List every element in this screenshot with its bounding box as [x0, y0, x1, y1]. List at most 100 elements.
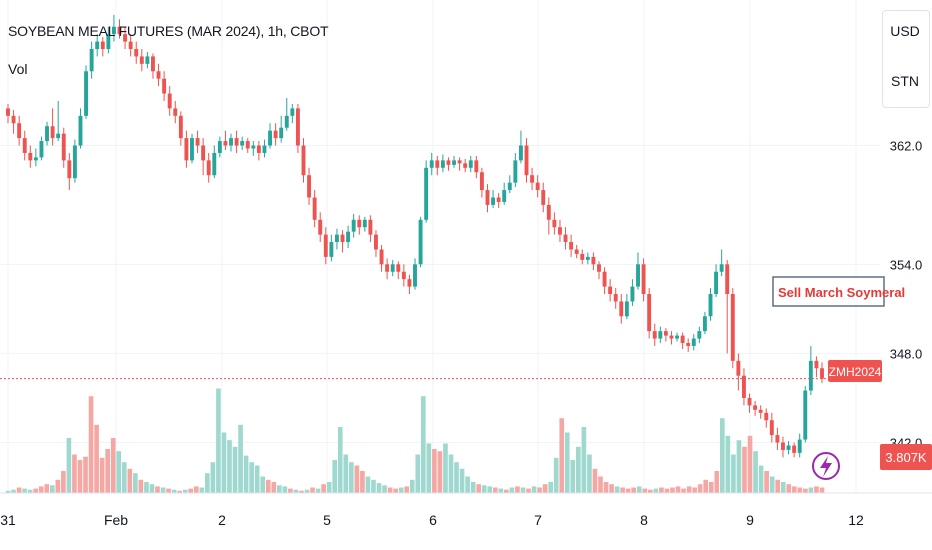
volume-bar [720, 418, 725, 493]
annotation-text: Sell March Soymeral [778, 285, 905, 300]
candle-body [580, 253, 585, 260]
volume-bar [819, 487, 825, 493]
candle-body [507, 182, 512, 191]
volume-bar [348, 462, 354, 493]
volume-bar [171, 489, 177, 493]
candle-body [669, 335, 674, 339]
volume-bar [393, 488, 398, 493]
candle-body [613, 294, 618, 302]
volume-bar [254, 465, 260, 493]
candle-body [318, 219, 323, 235]
volume-bar [570, 460, 576, 493]
annotation-box[interactable]: Sell March Soymeral [772, 276, 905, 307]
candle-body [619, 301, 624, 317]
lightning-alert-icon[interactable] [812, 452, 840, 480]
volume-bar [99, 457, 105, 493]
candle-body [691, 338, 696, 346]
candle-body [100, 41, 105, 50]
candle-body [808, 360, 813, 391]
volume-bar [664, 488, 670, 493]
candle-body [463, 163, 468, 168]
volume-bar [814, 486, 819, 493]
volume-bar [288, 488, 293, 493]
volume-bar [177, 490, 182, 493]
volume-bar [110, 438, 116, 493]
candle-body [268, 130, 272, 146]
candle-body [385, 264, 390, 272]
candle-body [658, 331, 663, 339]
unit-button[interactable]: STN [891, 73, 919, 89]
candle-body [652, 331, 657, 339]
candle-body [602, 271, 607, 287]
volume-bar [459, 468, 465, 493]
volume-bar [271, 482, 277, 493]
volume-bar [686, 486, 692, 493]
volume-bar [432, 449, 437, 493]
candle-body [201, 145, 206, 161]
volume-bar [199, 487, 205, 493]
candle-body [491, 197, 496, 205]
chart-title: SOYBEAN MEAL FUTURES (MAR 2024), 1h, CBO… [8, 23, 329, 39]
candle-body [535, 182, 540, 191]
volume-bar [332, 460, 338, 493]
time-tick-label: 7 [534, 512, 542, 528]
candle-body [452, 160, 456, 165]
candle-body [435, 160, 440, 168]
volume-bar [11, 489, 16, 493]
volume-bar [365, 476, 371, 493]
volume-bar [703, 479, 709, 493]
candle-body [173, 108, 178, 116]
candle-body [630, 286, 635, 302]
volume-bar [304, 489, 310, 493]
candle-body [641, 264, 646, 295]
candle-body [190, 138, 194, 161]
volume-bar [725, 435, 731, 493]
volume-bar [426, 443, 432, 493]
candle-body [474, 160, 479, 173]
volume-bar [797, 487, 803, 493]
candle-body [608, 286, 613, 295]
volume-bar [692, 487, 697, 493]
currency-button[interactable]: USD [890, 23, 920, 39]
candle-body [758, 409, 763, 413]
volume-bar [736, 440, 742, 493]
candle-body [675, 335, 679, 339]
volume-bar [742, 446, 747, 493]
volume-bar [681, 488, 686, 493]
candle-body [167, 93, 172, 109]
volume-bar [354, 465, 360, 493]
candle-body [775, 435, 780, 443]
candle-body [725, 264, 730, 295]
candle-body [457, 160, 462, 164]
time-axis[interactable]: 31 Feb 2 5 6 7 8 9 12 [0, 512, 864, 528]
volume-bar [277, 485, 282, 493]
volume-bar [808, 487, 814, 493]
candle-body [279, 127, 284, 139]
candle-body [106, 34, 111, 50]
volume-price-tag: 3.807K [880, 444, 932, 470]
candle-body [524, 145, 529, 176]
volume-bar [504, 489, 509, 493]
volume-bar [166, 488, 171, 493]
volume-indicator-label[interactable]: Vol [8, 61, 28, 77]
volume-bar [587, 454, 592, 493]
candle-body [429, 160, 434, 168]
volume-bar [443, 443, 448, 493]
volume-bar [72, 454, 77, 493]
candle-body [329, 242, 334, 257]
volume-bar [614, 486, 620, 493]
candle-body [407, 279, 412, 287]
volume-bar [299, 490, 304, 493]
candle-body [17, 123, 22, 139]
candle-body [753, 405, 758, 410]
volume-bar [653, 488, 659, 493]
volume-bar [476, 484, 482, 493]
candle-body [424, 167, 429, 220]
candle-body [217, 141, 222, 153]
candle-body [229, 138, 233, 146]
time-tick-label: 8 [640, 512, 648, 528]
volume-bar [753, 451, 758, 493]
candle-body [273, 130, 278, 139]
volume-bar [803, 488, 808, 493]
